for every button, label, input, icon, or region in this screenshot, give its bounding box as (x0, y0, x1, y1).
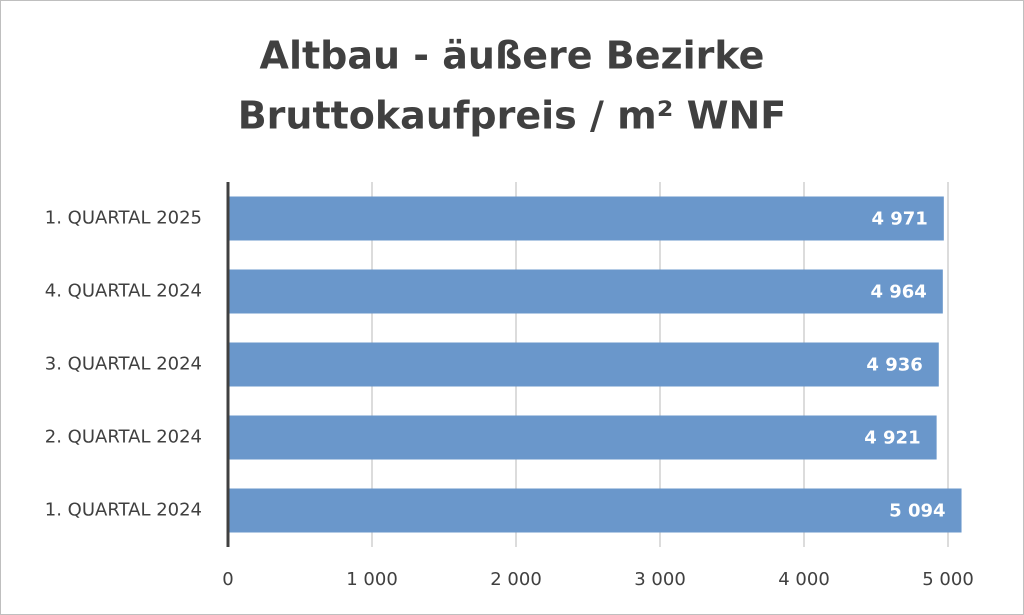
bar (228, 342, 939, 387)
chart-title: Altbau - äußere Bezirke (260, 34, 765, 78)
y-tick-label: 3. QUARTAL 2024 (45, 354, 202, 375)
bar (228, 269, 943, 314)
x-tick-label: 0 (222, 569, 233, 590)
x-tick-label: 4 000 (778, 569, 830, 590)
value-label: 4 964 (870, 282, 926, 303)
y-tick-label: 2. QUARTAL 2024 (45, 427, 202, 448)
value-label: 5 094 (889, 501, 945, 522)
x-tick-label: 3 000 (634, 569, 686, 590)
x-tick-label: 5 000 (922, 569, 974, 590)
bar (228, 196, 944, 241)
chart-subtitle: Bruttokaufpreis / m² WNF (238, 94, 787, 138)
x-tick-label: 2 000 (490, 569, 542, 590)
x-tick-label: 1 000 (346, 569, 398, 590)
value-label: 4 936 (866, 355, 922, 376)
bar (228, 415, 937, 460)
y-tick-label: 1. QUARTAL 2024 (45, 500, 202, 521)
value-label: 4 971 (871, 209, 927, 230)
y-tick-label: 1. QUARTAL 2025 (45, 208, 202, 229)
bar (228, 488, 962, 533)
value-label: 4 921 (864, 428, 920, 449)
y-tick-label: 4. QUARTAL 2024 (45, 281, 202, 302)
